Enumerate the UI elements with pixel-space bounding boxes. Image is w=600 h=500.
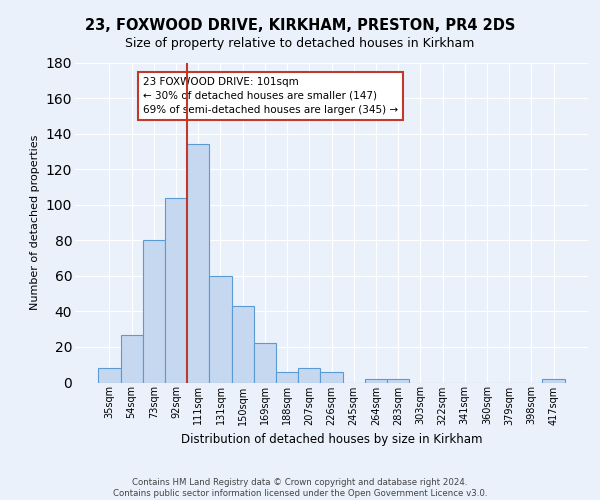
Text: Contains HM Land Registry data © Crown copyright and database right 2024.
Contai: Contains HM Land Registry data © Crown c… (113, 478, 487, 498)
Bar (276, 372, 298, 382)
Bar (98, 368, 121, 382)
Bar (165, 198, 187, 382)
Bar (387, 379, 409, 382)
Bar (298, 368, 320, 382)
Bar (254, 344, 276, 382)
Bar (143, 240, 165, 382)
Y-axis label: Number of detached properties: Number of detached properties (30, 135, 40, 310)
Bar (232, 306, 254, 382)
Bar (121, 334, 143, 382)
Bar (542, 379, 565, 382)
Text: Size of property relative to detached houses in Kirkham: Size of property relative to detached ho… (125, 38, 475, 51)
Text: 23, FOXWOOD DRIVE, KIRKHAM, PRESTON, PR4 2DS: 23, FOXWOOD DRIVE, KIRKHAM, PRESTON, PR4… (85, 18, 515, 32)
Bar (365, 379, 387, 382)
Bar (209, 276, 232, 382)
Text: 23 FOXWOOD DRIVE: 101sqm
← 30% of detached houses are smaller (147)
69% of semi-: 23 FOXWOOD DRIVE: 101sqm ← 30% of detach… (143, 76, 398, 114)
Bar (187, 144, 209, 382)
Bar (320, 372, 343, 382)
X-axis label: Distribution of detached houses by size in Kirkham: Distribution of detached houses by size … (181, 433, 482, 446)
